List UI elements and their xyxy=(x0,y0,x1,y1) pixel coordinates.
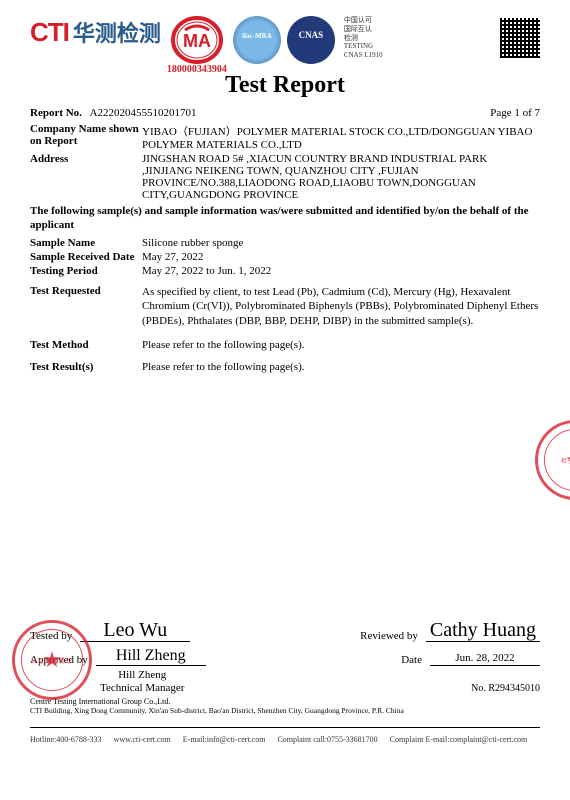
received-date-value: May 27, 2022 xyxy=(142,251,540,263)
cti-logo-cn: 华测检测 xyxy=(73,16,161,48)
footer-complaint-email: Complaint E-mail:complaint@cti-cert.com xyxy=(390,735,528,744)
sample-name-label: Sample Name xyxy=(30,237,142,249)
report-page: CTI 华测检测 MA 180000343904 ilac-MRA CNAS 中… xyxy=(0,0,570,800)
cnas-logo-icon: CNAS xyxy=(287,16,335,64)
cnas-label: CNAS xyxy=(287,30,335,40)
test-result-value: Please refer to the following page(s). xyxy=(142,361,540,373)
red-stamp-right-icon: ★ 检验检测 xyxy=(535,420,570,500)
ilac-label: ilac-MRA xyxy=(233,32,281,40)
qr-code-icon xyxy=(500,18,540,58)
approved-by-signature: Hill Zheng xyxy=(96,648,206,666)
test-method-label: Test Method xyxy=(30,339,142,351)
company-name-value: YIBAO（FUJIAN）POLYMER MATERIAL STOCK CO.,… xyxy=(142,123,540,151)
tested-by-signature: Leo Wu xyxy=(80,620,190,642)
reviewed-by-label: Reviewed by xyxy=(360,630,418,642)
cti-logo: CTI 华测检测 xyxy=(30,16,161,48)
date-label: Date xyxy=(401,654,422,666)
tested-by-label: Tested by xyxy=(30,630,72,642)
cma-logo: MA 180000343904 xyxy=(167,16,227,75)
tech-manager-name: Hill Zheng xyxy=(100,669,184,681)
date-value: Jun. 28, 2022 xyxy=(430,652,540,666)
cma-badge-icon: MA xyxy=(169,16,225,64)
header-logos: CTI 华测检测 MA 180000343904 ilac-MRA CNAS 中… xyxy=(30,0,540,75)
test-result-label: Test Result(s) xyxy=(30,361,142,373)
address-label: Address xyxy=(30,153,142,165)
cma-number: 180000343904 xyxy=(167,64,227,75)
testing-period-value: May 27, 2022 to Jun. 1, 2022 xyxy=(142,265,540,277)
footer-complaint-call: Complaint call:0755-33681700 xyxy=(277,735,377,744)
svg-text:MA: MA xyxy=(183,31,211,51)
footer-web: www.cti-cert.com xyxy=(114,735,171,744)
cti-company-line: Centre Testing International Group Co.,L… xyxy=(30,697,540,706)
cti-logo-en: CTI xyxy=(30,17,69,48)
test-requested-value: As specified by client, to test Lead (Pb… xyxy=(142,285,540,330)
page-number: Page 1 of 7 xyxy=(490,107,540,119)
sample-name-value: Silicone rubber sponge xyxy=(142,237,540,249)
tech-manager-title: Technical Manager xyxy=(100,682,184,694)
reference-number: No. R294345010 xyxy=(471,683,540,694)
footer-hotline: Hotline:400-6788-333 xyxy=(30,735,102,744)
test-method-value: Please refer to the following page(s). xyxy=(142,339,540,351)
footer-email: E-mail:info@cti-cert.com xyxy=(183,735,266,744)
test-requested-label: Test Requested xyxy=(30,285,142,297)
footer: Hotline:400-6788-333 www.cti-cert.com E-… xyxy=(30,735,540,744)
report-no-value: A222020455510201701 xyxy=(90,107,197,119)
report-title: Test Report xyxy=(30,72,540,99)
address-value: JINGSHAN ROAD 5# ,XIACUN COUNTRY BRAND I… xyxy=(142,153,540,201)
testing-period-label: Testing Period xyxy=(30,265,142,277)
cti-address-line: CTI Building, Xing Dong Community, Xin'a… xyxy=(30,706,540,715)
footer-rule xyxy=(30,727,540,728)
reviewed-by-signature: Cathy Huang xyxy=(426,620,540,642)
cnas-side-text: 中国认可 国际互认 检测 TESTING CNAS L1910 xyxy=(344,16,383,60)
received-date-label: Sample Received Date xyxy=(30,251,142,263)
approved-by-label: Approved by xyxy=(30,654,88,666)
ilac-logo-icon: ilac-MRA xyxy=(233,16,281,64)
company-name-label: Company Name shown on Report xyxy=(30,123,142,147)
signature-area: Tested by Leo Wu Reviewed by Cathy Huang… xyxy=(30,620,540,715)
report-no-label: Report No. xyxy=(30,107,82,119)
submitted-line: The following sample(s) and sample infor… xyxy=(30,204,540,233)
report-topbar: Report No. A222020455510201701 Page 1 of… xyxy=(30,107,540,119)
